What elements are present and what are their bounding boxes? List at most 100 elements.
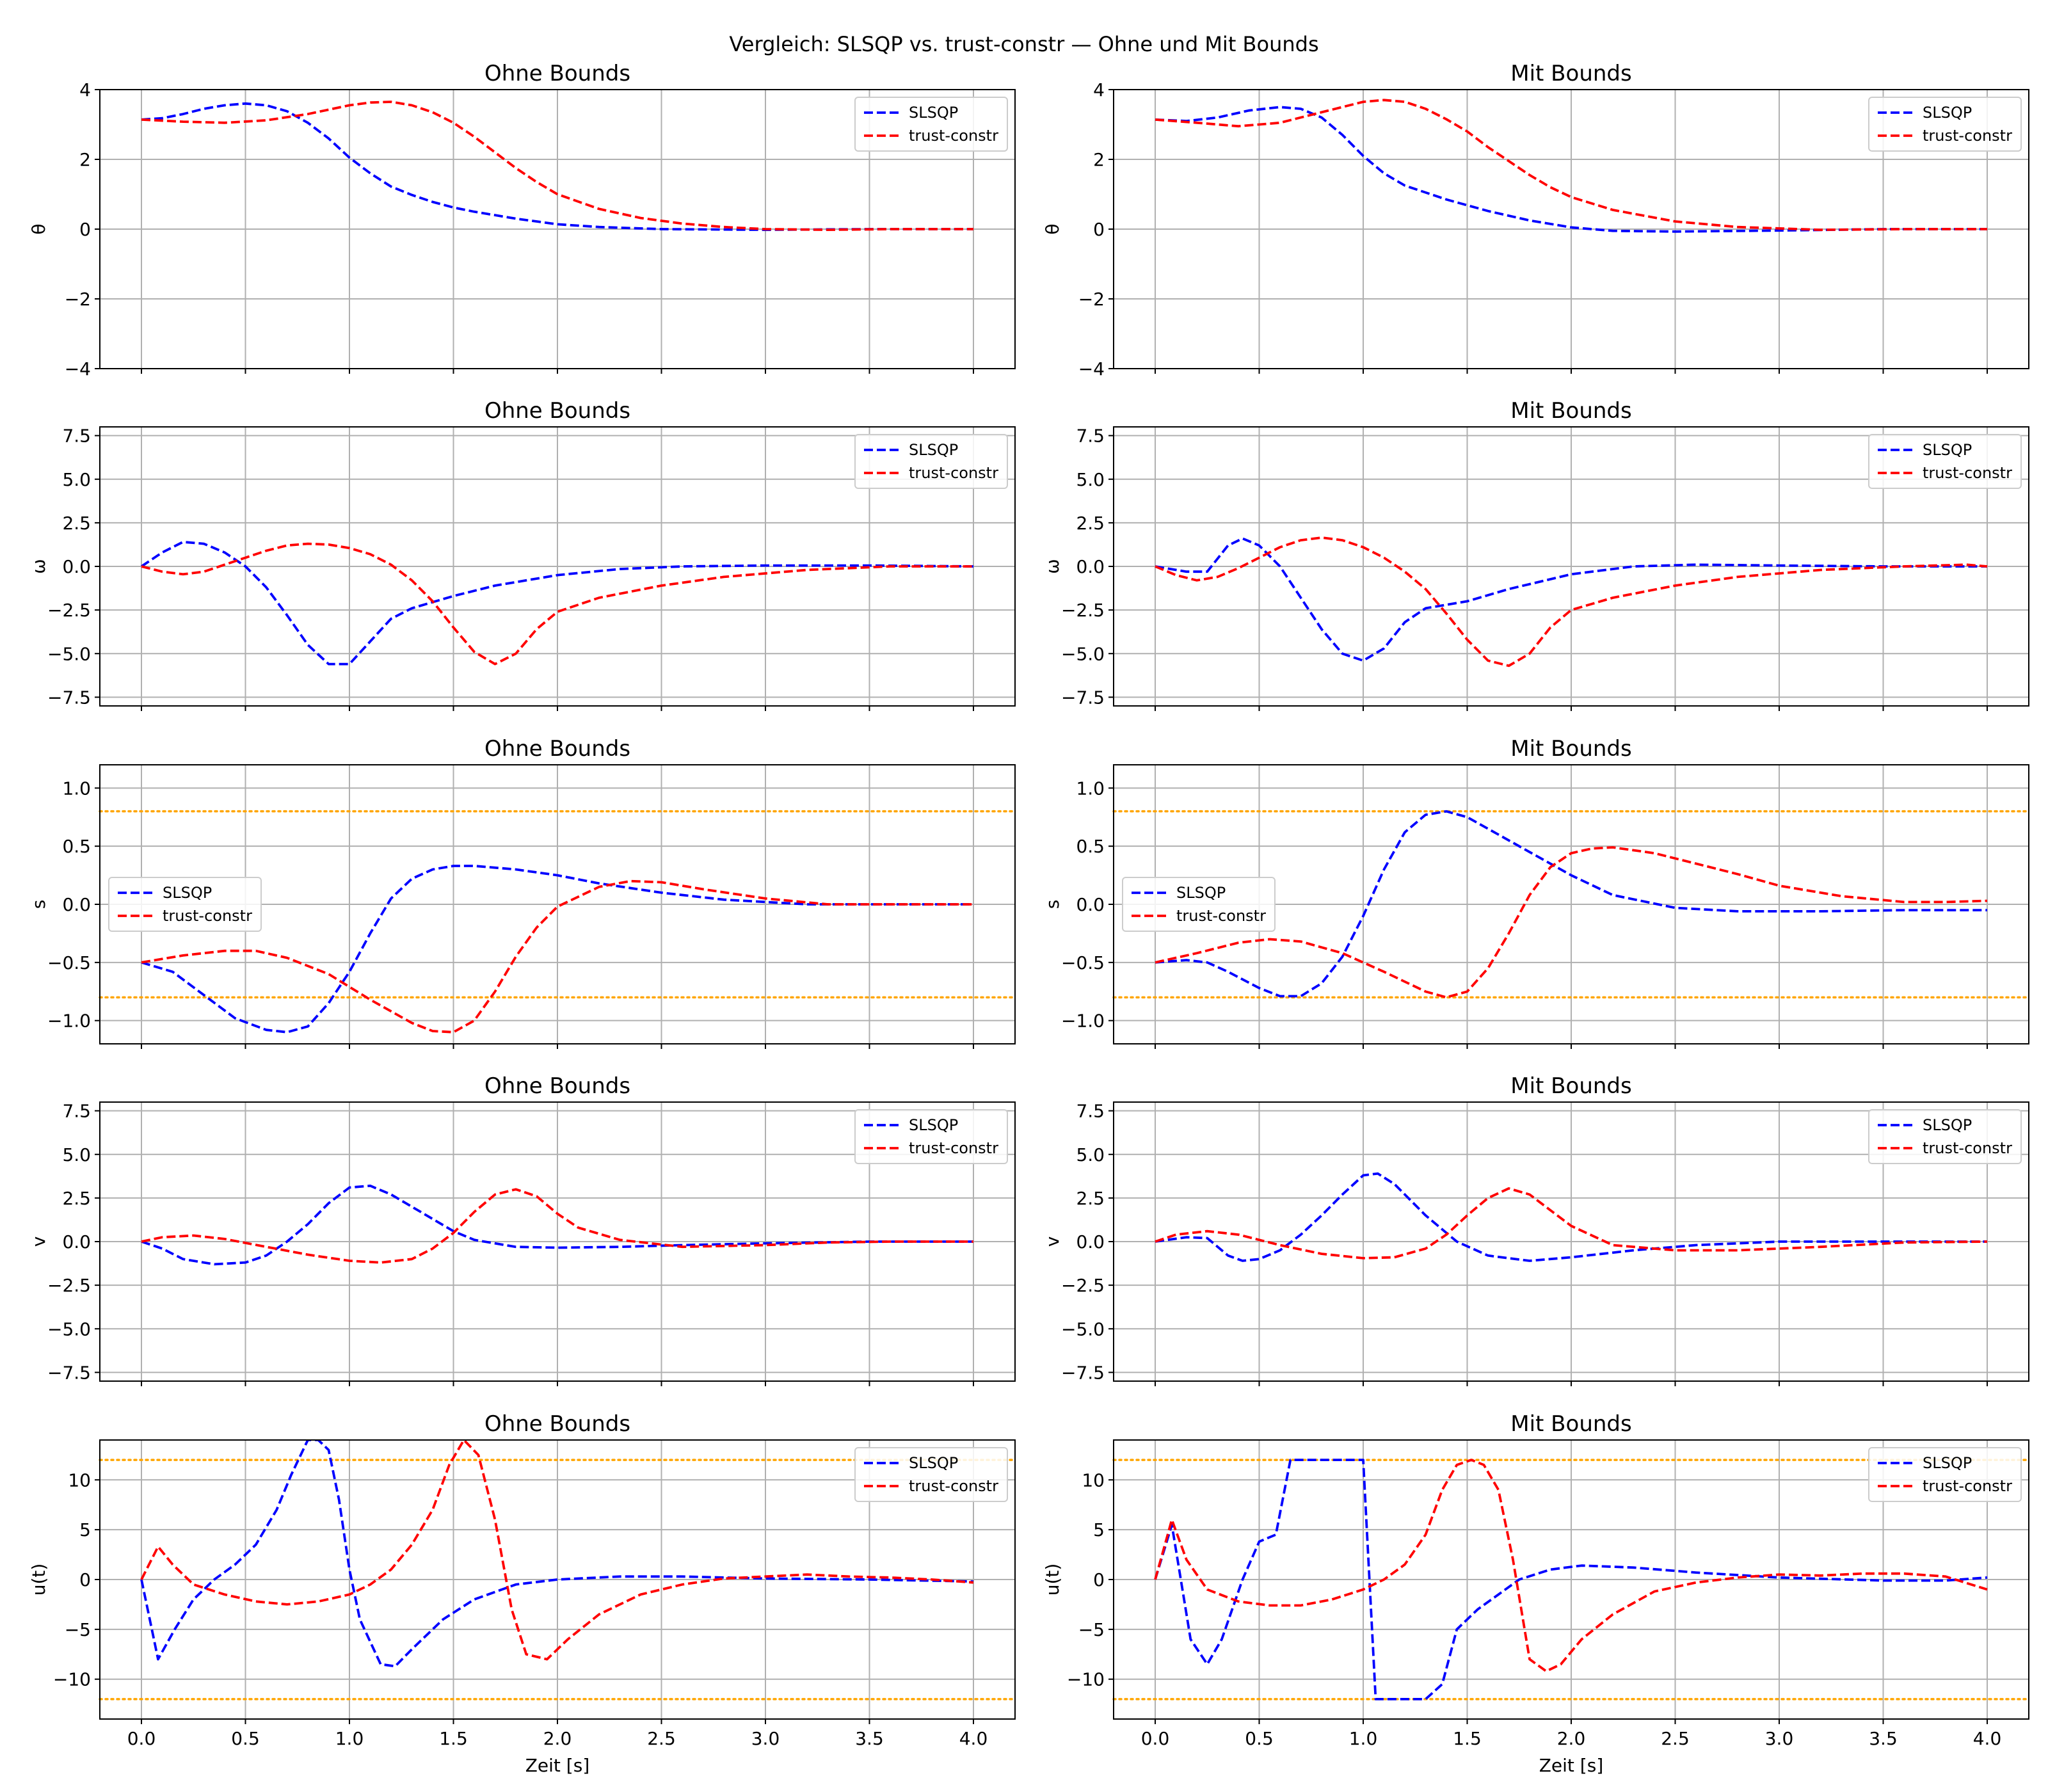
legend-label: SLSQP [1923,1454,1972,1472]
y-tick-label: 5.0 [62,469,91,490]
panel-title: Ohne Bounds [484,1073,630,1099]
y-tick-label: −5.0 [1061,1318,1105,1340]
x-tick-label: 2.0 [1557,1728,1586,1749]
series-line-SLSQP [140,540,974,666]
subplot-theta-ohne: −4 −2 0 2 4 Ohne Bounds θ SLSQP trust-constr [28,61,1016,380]
x-tick-label: 0.0 [127,1728,156,1749]
legend-label: SLSQP [909,1454,958,1472]
x-tick-label: 1.0 [335,1728,364,1749]
legend-label: trust-constr [1176,907,1266,925]
legend-box [854,97,1008,152]
y-tick-label: −2.5 [47,1275,91,1296]
y-tick-label: 7.5 [1076,1101,1105,1122]
y-tick-label: 0 [1093,219,1105,240]
series-line-trust-constr [140,1440,974,1661]
legend-box [854,434,1008,489]
legend-label: SLSQP [909,1116,958,1134]
x-tick-label: 2.5 [1661,1728,1690,1749]
y-axis-label: u(t) [1042,1564,1063,1596]
y-tick-label: 5.0 [1076,469,1105,490]
legend-label: SLSQP [909,104,958,122]
y-tick-label: −5 [65,1619,91,1640]
subplot-s-mit: −1.0 −0.5 0.0 0.5 1.0 Mit Bounds s SLSQP trust-c… [1042,736,2030,1049]
y-tick-label: 0.0 [1076,1231,1105,1252]
y-axis-label: s [1042,900,1063,909]
y-tick-label: −5 [1078,1619,1105,1640]
legend: SLSQP trust-constr [1122,877,1276,932]
legend-box [1868,1447,2022,1502]
legend-label: SLSQP [1923,1116,1972,1134]
panel-title: Mit Bounds [1510,398,1631,424]
y-axis-label: ω [28,559,49,573]
panel-title: Mit Bounds [1510,736,1631,762]
y-tick-label: 2 [1093,149,1105,170]
legend-box [1868,97,2022,152]
y-tick-label: 7.5 [62,1101,91,1122]
legend-label: trust-constr [1923,1477,2012,1495]
y-tick-label: −2.5 [47,600,91,621]
series-line-SLSQP [1154,1459,1988,1700]
y-tick-label: 0.0 [62,556,91,577]
legend-label: trust-constr [1923,127,2012,145]
y-tick-label: −4 [1078,358,1105,380]
legend-box [854,1109,1008,1164]
y-tick-label: −4 [65,358,91,380]
y-tick-label: 0.0 [1076,556,1105,577]
legend-label: SLSQP [1923,441,1972,459]
legend-label: trust-constr [909,464,998,482]
series-line-trust-constr [1155,1187,1988,1260]
x-tick-label: 1.5 [1453,1728,1482,1749]
x-axis-label: Zeit [s] [1539,1755,1604,1776]
panel-title: Ohne Bounds [484,736,630,762]
x-tick-label: 4.0 [959,1728,988,1749]
series-line-SLSQP [1155,810,1987,998]
legend-box [108,877,262,932]
y-axis-label: ω [1042,559,1063,573]
y-tick-label: 10 [1082,1469,1105,1491]
figure-suptitle: Vergleich: SLSQP vs. trust-constr — Ohne… [729,32,1318,56]
y-tick-label: 0.5 [1076,836,1105,857]
legend-label: trust-constr [1923,1139,2012,1157]
y-tick-label: 0 [79,1569,91,1590]
panel-title: Ohne Bounds [484,398,630,424]
series-line-trust-constr [141,879,973,1034]
y-tick-label: 1.0 [62,778,91,799]
subplot-u-mit: 0.0 0.5 1.0 1.5 2.0 2.5 3.0 3.5 4.0 −10 −5 0 5 10 Mit … [1042,1411,2030,1776]
subplot-v-ohne: −7.5 −5.0 −2.5 0.0 2.5 5.0 7.5 Ohne Bounds v SLSQ… [28,1073,1016,1386]
y-axis-label: θ [28,223,49,234]
legend-label: SLSQP [1923,104,1972,122]
y-tick-label: −10 [1067,1669,1105,1690]
y-tick-label: 7.5 [1076,426,1105,447]
y-tick-label: −2.5 [1061,1275,1105,1296]
y-tick-label: 4 [79,79,91,100]
legend: SLSQP trust-constr [854,1109,1008,1164]
series-line-SLSQP [141,865,973,1034]
panel-title: Mit Bounds [1510,1411,1631,1437]
legend-box [1868,1109,2022,1164]
series-line-trust-constr [141,100,973,231]
y-axis-label: u(t) [28,1564,49,1596]
legend: SLSQP trust-constr [108,877,262,932]
series-line-trust-constr [1154,1459,1988,1673]
y-tick-label: 0.0 [62,894,91,915]
panel-title: Mit Bounds [1510,1073,1631,1099]
y-axis-label: v [1042,1236,1063,1247]
y-tick-label: 2.5 [1076,513,1105,534]
series-line-SLSQP [1155,537,1987,662]
legend: SLSQP trust-constr [854,434,1008,489]
y-tick-label: 10 [68,1469,91,1491]
legend-label: trust-constr [909,127,998,145]
x-tick-label: 1.0 [1349,1728,1378,1749]
y-axis-label: s [28,900,49,909]
y-tick-label: 4 [1093,79,1105,100]
y-tick-label: 2.5 [62,513,91,534]
legend-label: SLSQP [163,884,212,902]
y-axis-label: v [28,1236,49,1247]
x-tick-label: 0.5 [1245,1728,1274,1749]
y-tick-label: 5 [79,1519,91,1540]
series-line-trust-constr [1155,99,1987,231]
y-tick-label: −5.0 [1061,643,1105,664]
legend-label: trust-constr [1923,464,2012,482]
legend: SLSQP trust-constr [1868,1447,2022,1502]
x-tick-label: 0.0 [1141,1728,1170,1749]
